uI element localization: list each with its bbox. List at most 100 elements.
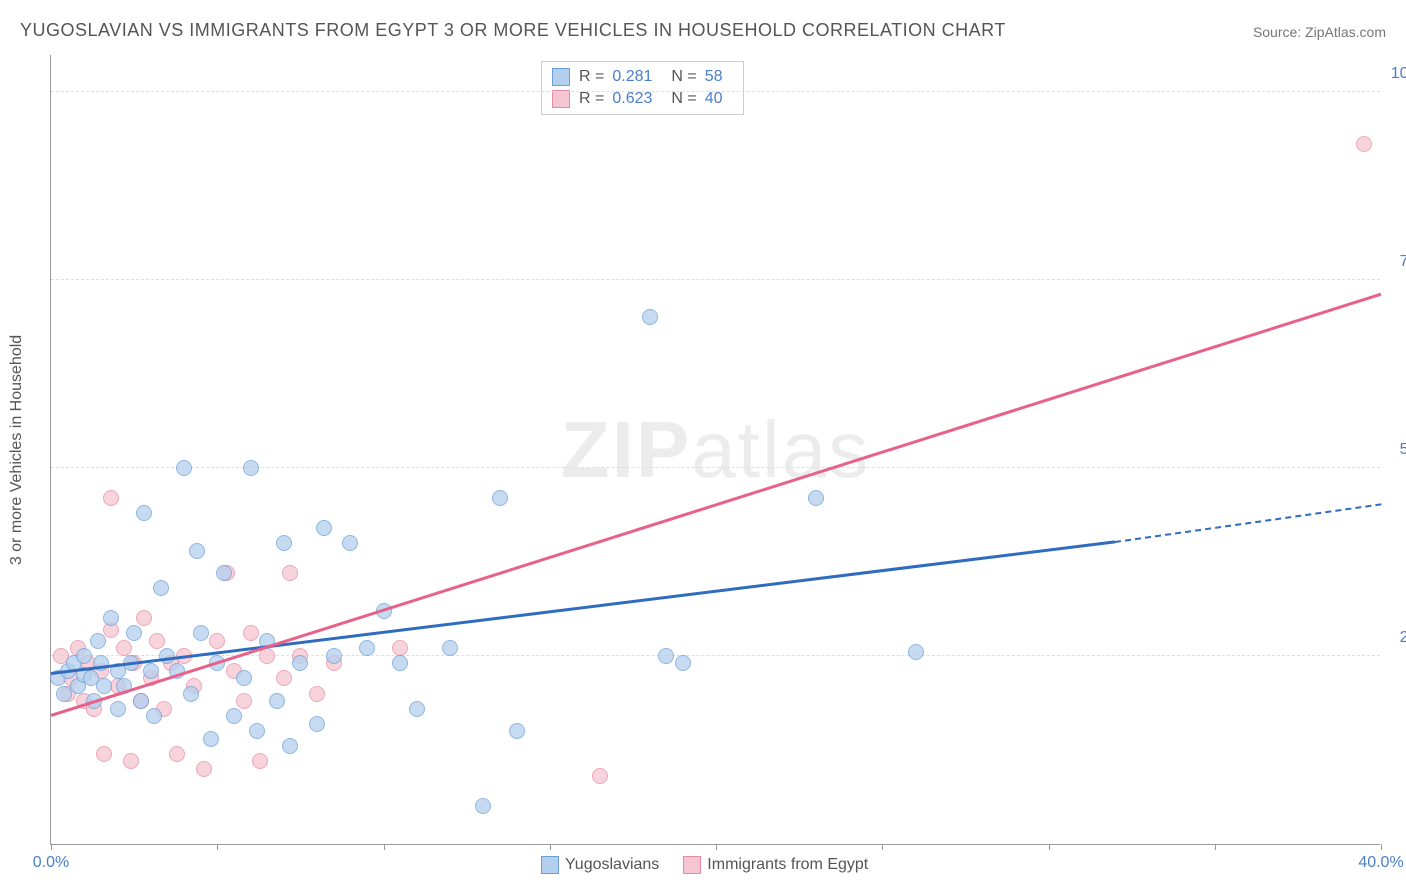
source-attribution: Source: ZipAtlas.com	[1253, 24, 1386, 40]
data-point	[282, 565, 298, 581]
data-point	[203, 731, 219, 747]
data-point	[475, 798, 491, 814]
gridline	[51, 91, 1380, 92]
x-tick-label-start: 0.0%	[33, 854, 69, 872]
data-point	[236, 670, 252, 686]
data-point	[226, 708, 242, 724]
data-point	[133, 693, 149, 709]
legend-label-series-2: Immigrants from Egypt	[707, 856, 868, 874]
y-tick-label: 100.0%	[1391, 65, 1406, 83]
data-point	[592, 768, 608, 784]
x-tick	[550, 844, 551, 850]
y-tick-label: 75.0%	[1400, 253, 1406, 271]
legend-n-value-2: 40	[705, 90, 723, 108]
data-point	[342, 535, 358, 551]
x-tick	[882, 844, 883, 850]
data-point	[216, 565, 232, 581]
legend-r-label: R =	[579, 68, 604, 86]
data-point	[126, 625, 142, 641]
watermark: ZIPatlas	[561, 404, 870, 496]
data-point	[96, 746, 112, 762]
watermark-zip: ZIP	[561, 405, 691, 494]
legend-r-value-1: 0.281	[612, 68, 652, 86]
legend-n-value-1: 58	[705, 68, 723, 86]
legend-swatch-series-2	[552, 90, 570, 108]
data-point	[116, 640, 132, 656]
data-point	[243, 460, 259, 476]
data-point	[658, 648, 674, 664]
watermark-atlas: atlas	[691, 405, 870, 494]
legend-label-series-1: Yugoslavians	[565, 856, 659, 874]
data-point	[149, 633, 165, 649]
data-point	[392, 655, 408, 671]
data-point	[136, 505, 152, 521]
legend-item-series-2: Immigrants from Egypt	[683, 856, 868, 874]
data-point	[492, 490, 508, 506]
data-point	[309, 686, 325, 702]
data-point	[808, 490, 824, 506]
data-point	[169, 746, 185, 762]
trend-line	[51, 292, 1382, 716]
data-point	[193, 625, 209, 641]
y-axis-label: 3 or more Vehicles in Household	[8, 335, 26, 565]
data-point	[236, 693, 252, 709]
data-point	[1356, 136, 1372, 152]
x-tick	[1049, 844, 1050, 850]
data-point	[292, 655, 308, 671]
scatter-chart: ZIPatlas R = 0.281 N = 58 R = 0.623 N = …	[50, 55, 1380, 845]
legend-swatch-series-1	[552, 68, 570, 86]
data-point	[309, 716, 325, 732]
data-point	[183, 686, 199, 702]
legend-n-label: N =	[671, 90, 696, 108]
data-point	[243, 625, 259, 641]
data-point	[196, 761, 212, 777]
legend-swatch-series-1-b	[541, 856, 559, 874]
gridline	[51, 655, 1380, 656]
legend-swatch-series-2-b	[683, 856, 701, 874]
data-point	[642, 309, 658, 325]
data-point	[409, 701, 425, 717]
data-point	[176, 460, 192, 476]
y-tick-label: 50.0%	[1400, 441, 1406, 459]
data-point	[509, 723, 525, 739]
x-tick-label-end: 40.0%	[1358, 854, 1403, 872]
data-point	[675, 655, 691, 671]
data-point	[123, 753, 139, 769]
data-point	[252, 753, 268, 769]
chart-title: YUGOSLAVIAN VS IMMIGRANTS FROM EGYPT 3 O…	[20, 20, 1006, 41]
data-point	[136, 610, 152, 626]
legend-r-value-2: 0.623	[612, 90, 652, 108]
legend-n-label: N =	[671, 68, 696, 86]
data-point	[209, 633, 225, 649]
series-legend: Yugoslavians Immigrants from Egypt	[541, 856, 884, 874]
x-tick	[384, 844, 385, 850]
data-point	[96, 678, 112, 694]
data-point	[442, 640, 458, 656]
data-point	[90, 633, 106, 649]
data-point	[189, 543, 205, 559]
data-point	[276, 670, 292, 686]
legend-item-series-1: Yugoslavians	[541, 856, 659, 874]
data-point	[103, 490, 119, 506]
gridline	[51, 279, 1380, 280]
correlation-legend: R = 0.281 N = 58 R = 0.623 N = 40	[541, 61, 744, 115]
y-tick-label: 25.0%	[1400, 629, 1406, 647]
data-point	[392, 640, 408, 656]
x-tick	[217, 844, 218, 850]
data-point	[259, 648, 275, 664]
trend-line	[1115, 503, 1381, 543]
data-point	[316, 520, 332, 536]
data-point	[276, 535, 292, 551]
legend-row-series-1: R = 0.281 N = 58	[552, 66, 733, 88]
x-tick	[1215, 844, 1216, 850]
data-point	[326, 648, 342, 664]
x-tick	[51, 844, 52, 850]
data-point	[146, 708, 162, 724]
data-point	[359, 640, 375, 656]
data-point	[76, 648, 92, 664]
data-point	[110, 701, 126, 717]
x-tick	[1381, 844, 1382, 850]
legend-r-label: R =	[579, 90, 604, 108]
x-tick	[716, 844, 717, 850]
data-point	[143, 663, 159, 679]
